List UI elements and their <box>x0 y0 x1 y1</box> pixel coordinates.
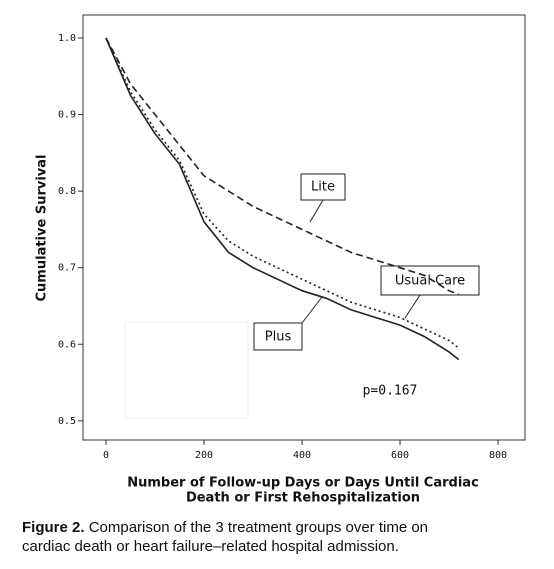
x-tick-label: 0 <box>103 450 109 461</box>
label-box <box>380 265 480 296</box>
y-tick-label: 0.7 <box>58 263 76 274</box>
series-line <box>105 37 460 296</box>
y-tick-label: 0.5 <box>58 416 76 427</box>
series-line <box>105 37 460 349</box>
caption-label: Figure 2. <box>22 519 85 536</box>
caption-text: cardiac death or heart failure–related h… <box>22 538 399 555</box>
caption-text: Comparison of the 3 treatment groups ove… <box>89 519 428 536</box>
arrow <box>301 296 323 324</box>
x-axis-title: Death or First Rehospitalization <box>186 491 420 506</box>
y-tick-label: 0.9 <box>58 110 76 121</box>
y-axis-title: Cumulative Survival <box>35 155 50 302</box>
x-axis-title: Number of Follow-up Days or Days Until C… <box>127 476 479 491</box>
series-label: Plus <box>265 330 292 345</box>
faint-box <box>124 321 249 419</box>
p-value: p=0.167 <box>363 384 418 399</box>
series-label: Lite <box>311 180 335 195</box>
x-tick-label: 200 <box>195 450 213 461</box>
x-tick-label: 600 <box>391 450 409 461</box>
x-tick-label: 400 <box>293 450 311 461</box>
y-tick-label: 0.6 <box>58 339 76 350</box>
arrow <box>309 199 324 223</box>
label-box <box>253 322 303 351</box>
x-tick-label: 800 <box>489 450 507 461</box>
plot-frame <box>82 14 526 441</box>
series-line <box>105 37 460 361</box>
series-label: Usual Care <box>395 274 465 289</box>
arrow <box>404 294 421 319</box>
y-tick-label: 0.8 <box>58 186 76 197</box>
caption: Figure 2. Comparison of the 3 treatment … <box>22 519 428 536</box>
y-tick-label: 1.0 <box>58 33 76 44</box>
label-box <box>300 173 346 201</box>
